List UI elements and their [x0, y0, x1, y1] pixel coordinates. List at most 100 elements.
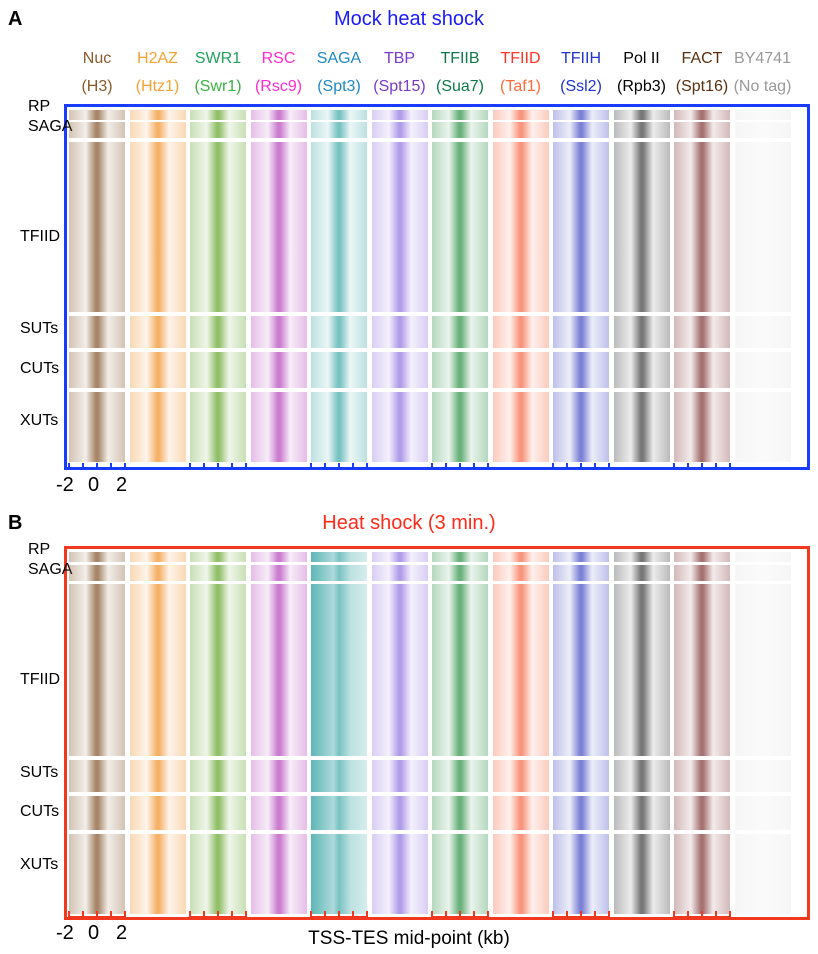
axis-tick	[366, 463, 368, 470]
column-tag-label: (H3)	[81, 78, 113, 95]
heatmap-tile	[432, 584, 488, 756]
heatmap-tile	[734, 834, 791, 914]
axis-tick	[110, 911, 112, 918]
heatmap-tile	[69, 796, 125, 830]
column-name-label: SAGA	[316, 50, 362, 67]
x-tick-label: 2	[116, 474, 128, 496]
heatmap-tile	[674, 122, 730, 138]
heatmap-tile	[69, 392, 125, 462]
heatmap-tile	[553, 760, 609, 792]
heatmap-tile	[674, 316, 730, 348]
heatmap-tile	[311, 392, 367, 462]
heatmap-tile	[129, 352, 186, 388]
heatmap-tile	[250, 834, 307, 914]
heatmap-tile	[492, 352, 549, 388]
heatmap-tile	[129, 552, 186, 562]
heatmap-tile	[734, 110, 791, 120]
heatmap-tile	[432, 316, 488, 348]
axis-tick	[366, 911, 368, 918]
heatmap-tile	[190, 122, 246, 138]
heatmap-tile	[553, 552, 609, 562]
row-label-cuts: CUTs	[20, 360, 60, 377]
axis-tick	[673, 463, 675, 470]
axis-tick	[189, 911, 191, 918]
heatmap-tile	[129, 760, 186, 792]
axis-tick	[82, 463, 84, 470]
axis-tick	[459, 463, 461, 470]
axis-tick	[701, 463, 703, 470]
heatmap-tile	[250, 760, 307, 792]
heatmap-tile	[250, 552, 307, 562]
heatmap-tile	[613, 796, 670, 830]
heatmap-tile	[129, 584, 186, 756]
row-label-xuts: XUTs	[20, 856, 59, 873]
heatmap-tile	[371, 552, 428, 562]
heatmap-tile	[553, 110, 609, 120]
axis-tick	[594, 463, 596, 470]
heatmap-tile	[613, 110, 670, 120]
row-label-tfiid: TFIID	[20, 671, 60, 688]
axis-tick	[96, 463, 98, 470]
x-tick-label: 0	[88, 922, 100, 944]
axis-tick	[487, 463, 489, 470]
heatmap-tile	[250, 122, 307, 138]
axis-tick	[352, 911, 354, 918]
heatmap-tile	[69, 110, 125, 120]
column-tag-label: (No tag)	[733, 78, 792, 95]
heatmap-tile	[311, 834, 367, 914]
heatmap-tile	[613, 352, 670, 388]
axis-tick	[338, 463, 340, 470]
x-axis-title: TSS-TES mid-point (kb)	[308, 928, 510, 949]
heatmap-tile	[250, 316, 307, 348]
heatmap-tile	[311, 142, 367, 312]
heatmap-tile	[190, 110, 246, 120]
heatmap-tile	[674, 552, 730, 562]
row-label-rp: RP	[28, 98, 51, 115]
heatmap-tile	[432, 142, 488, 312]
heatmap-tile	[69, 122, 125, 138]
heatmap-tile	[553, 834, 609, 914]
heatmap-tile	[250, 565, 307, 581]
row-label-suts: SUTs	[20, 764, 59, 781]
panel-a-letter: A	[8, 8, 23, 30]
heatmap-tile	[613, 584, 670, 756]
axis-tick	[729, 911, 731, 918]
column-name-label: Nuc	[82, 50, 112, 67]
heatmap-tile	[371, 834, 428, 914]
heatmap-tile	[492, 796, 549, 830]
x-tick-label: 0	[88, 474, 100, 496]
heatmap-tile	[613, 565, 670, 581]
heatmap-tile	[129, 392, 186, 462]
heatmap-tile	[432, 796, 488, 830]
heatmap-tile	[311, 552, 367, 562]
x-tick-label: 2	[116, 922, 128, 944]
axis-tick	[124, 463, 126, 470]
column-name-label: Pol II	[623, 50, 660, 67]
column-name-label: FACT	[681, 50, 723, 67]
heatmap-tile	[250, 110, 307, 120]
axis-tick	[110, 463, 112, 470]
column-tag-label: (Spt16)	[675, 78, 729, 95]
heatmap-tile	[69, 142, 125, 312]
heatmap-tile	[492, 834, 549, 914]
heatmap-tile	[674, 565, 730, 581]
heatmap-tile	[734, 552, 791, 562]
heatmap-tile	[250, 584, 307, 756]
heatmap-tile	[69, 584, 125, 756]
axis-tick	[487, 911, 489, 918]
axis-tick	[473, 911, 475, 918]
heatmap-tile	[613, 834, 670, 914]
heatmap-tile	[371, 316, 428, 348]
axis-tick	[445, 463, 447, 470]
axis-tick	[310, 463, 312, 470]
heatmap-tile	[674, 352, 730, 388]
heatmap-tile	[734, 392, 791, 462]
axis-tick	[324, 463, 326, 470]
heatmap-tile	[190, 796, 246, 830]
panel-b-frame	[64, 546, 810, 920]
heatmap-tile	[371, 760, 428, 792]
heatmap-tile	[311, 122, 367, 138]
heatmap-tile	[492, 565, 549, 581]
axis-tick	[245, 463, 247, 470]
column-name-label: SWR1	[194, 50, 242, 67]
